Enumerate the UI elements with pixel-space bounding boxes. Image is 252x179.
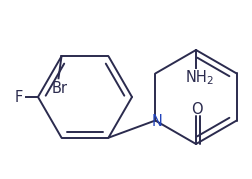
Text: 2: 2 xyxy=(206,76,212,86)
Text: F: F xyxy=(15,90,23,105)
Text: O: O xyxy=(191,103,202,117)
Text: NH: NH xyxy=(185,71,207,86)
Text: N: N xyxy=(151,114,162,129)
Text: Br: Br xyxy=(51,81,67,96)
